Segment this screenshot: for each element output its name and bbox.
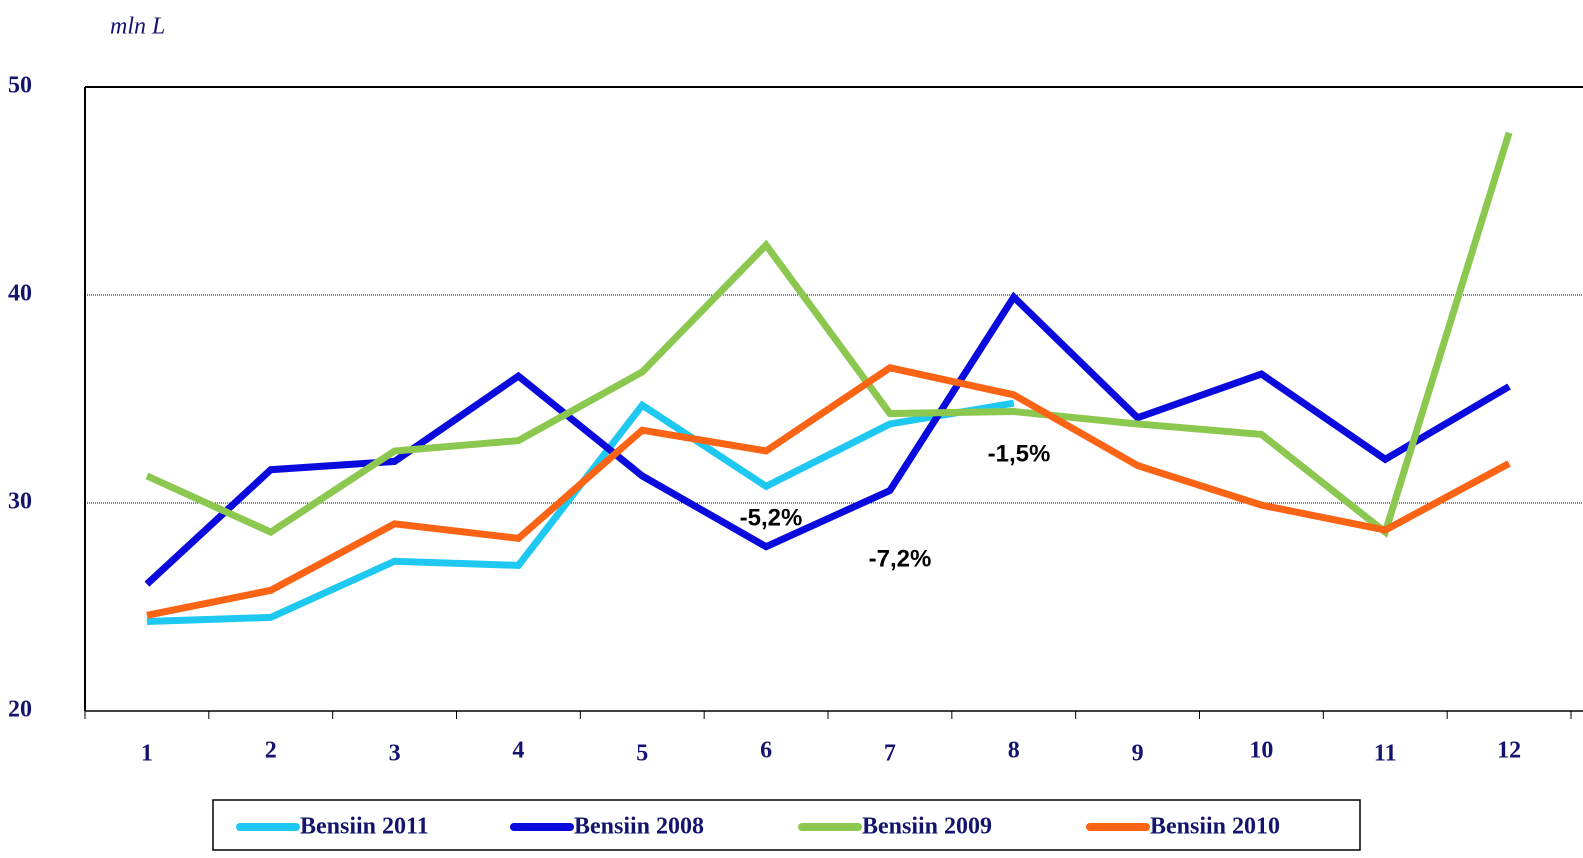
series-line (145, 131, 1513, 539)
annotation: -5,2% (740, 504, 803, 531)
legend-label: Bensiin 2010 (1150, 814, 1280, 840)
legend-label: Bensiin 2008 (574, 814, 704, 840)
x-tick-label: 6 (760, 738, 772, 764)
series-line (144, 291, 1511, 587)
legend-label: Bensiin 2009 (862, 814, 992, 840)
x-tick-label: 12 (1497, 738, 1521, 764)
legend-box (212, 799, 1361, 851)
x-tick-label: 2 (265, 738, 277, 764)
y-tick-label: 20 (8, 697, 32, 723)
x-tick-label: 5 (636, 741, 648, 767)
x-tick-label: 3 (389, 741, 401, 767)
y-tick-label: 40 (8, 281, 32, 307)
annotation: -1,5% (988, 440, 1051, 467)
x-tick-label: 10 (1249, 738, 1273, 764)
y-tick-label: 30 (8, 489, 32, 515)
x-tick-label: 4 (512, 738, 524, 764)
x-tick-label: 11 (1374, 741, 1397, 767)
x-tick-label: 7 (884, 741, 896, 767)
x-tick-label: 8 (1008, 738, 1020, 764)
series-line (146, 364, 1511, 619)
y-unit-label: mln L (110, 14, 165, 40)
x-tick-label: 1 (141, 741, 153, 767)
legend-label: Bensiin 2011 (300, 814, 429, 840)
annotation: -7,2% (869, 545, 932, 572)
x-tick-label: 9 (1132, 741, 1144, 767)
y-tick-label: 50 (8, 73, 32, 99)
